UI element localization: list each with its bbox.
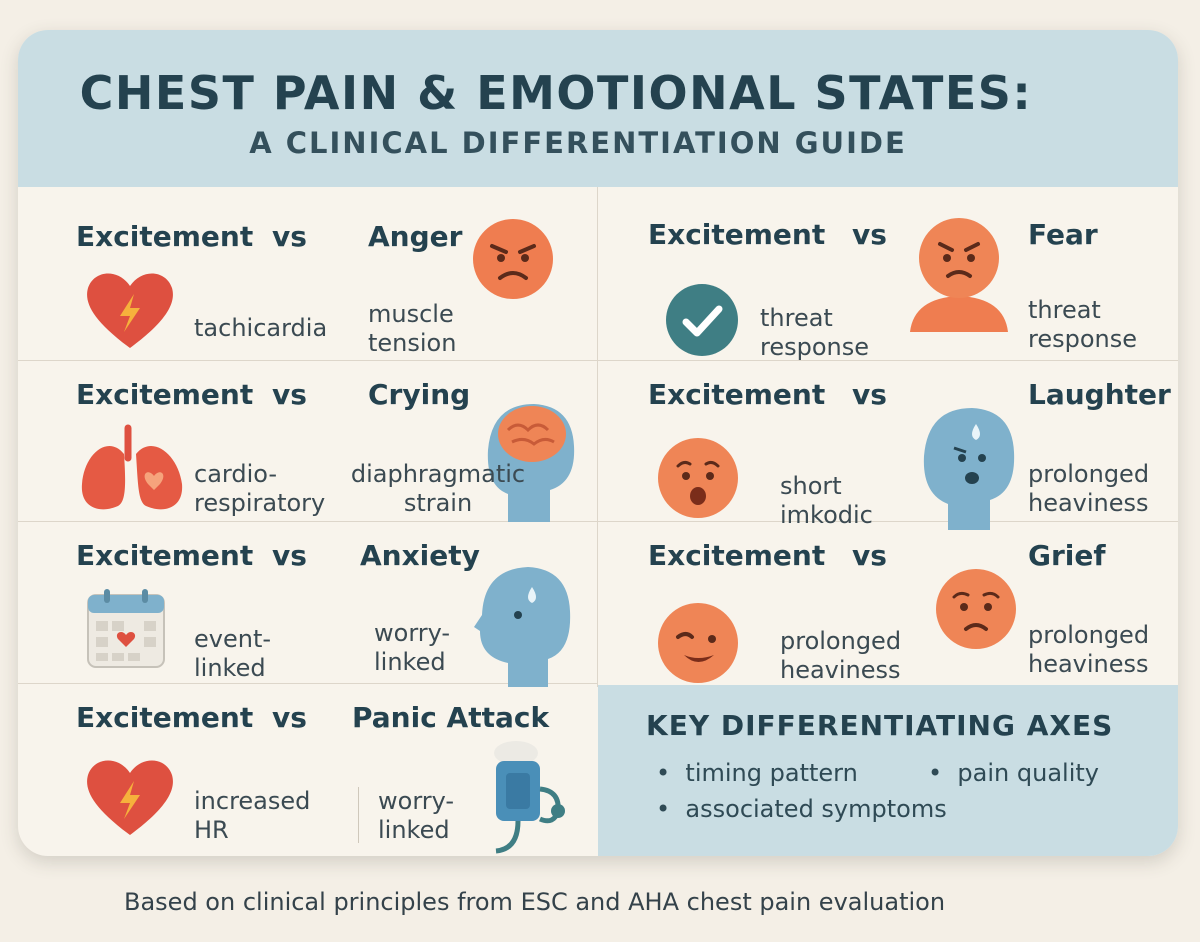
left-label: Excitement bbox=[76, 539, 254, 572]
row-divider bbox=[18, 683, 598, 684]
heart-lightning-icon bbox=[82, 755, 178, 843]
row-divider bbox=[18, 521, 1178, 522]
right-label: Laughter bbox=[1028, 378, 1171, 411]
page-title: CHEST PAIN & EMOTIONAL STATES: bbox=[79, 66, 1033, 120]
sad-face-icon bbox=[934, 567, 1018, 655]
checkmark-icon bbox=[664, 282, 740, 362]
key-axes-panel: KEY DIFFERENTIATING AXES • timing patter… bbox=[598, 685, 1178, 856]
brain-head-icon bbox=[478, 390, 578, 530]
key-axis-text: pain quality bbox=[957, 759, 1099, 787]
left-label: Excitement bbox=[648, 218, 826, 251]
key-axis-item: • timing pattern bbox=[656, 759, 858, 787]
fearful-person-icon bbox=[904, 210, 1014, 338]
comparison-anxiety: Excitement vs Anxiety event-linked worry… bbox=[18, 521, 598, 687]
header-banner: CHEST PAIN & EMOTIONAL STATES: A CLINICA… bbox=[18, 30, 1178, 187]
key-axis-item: • pain quality bbox=[928, 759, 1099, 787]
comparison-laughter: Excitement vs Laughter short imkodic pro… bbox=[598, 360, 1178, 530]
left-description: short imkodic bbox=[780, 472, 873, 529]
left-description: prolonged heaviness bbox=[780, 627, 902, 684]
left-label: Excitement bbox=[76, 701, 254, 734]
left-label: Excitement bbox=[76, 378, 254, 411]
left-description: increased HR bbox=[194, 787, 311, 844]
vs-label: vs bbox=[272, 220, 307, 253]
anxious-head-icon bbox=[474, 559, 574, 693]
right-description: diaphragmatic strain bbox=[350, 460, 526, 517]
key-axes-title: KEY DIFFERENTIATING AXES bbox=[646, 709, 1114, 742]
right-label: Anxiety bbox=[360, 539, 480, 572]
vs-label: vs bbox=[272, 378, 307, 411]
winking-face-icon bbox=[656, 601, 740, 689]
left-label: Excitement bbox=[648, 539, 826, 572]
comparison-grief: Excitement vs Grief prolonged heaviness … bbox=[598, 521, 1178, 684]
vs-label: vs bbox=[852, 218, 887, 251]
right-label: Crying bbox=[368, 378, 471, 411]
vs-label: vs bbox=[852, 539, 887, 572]
comparison-anger: Excitement vs Anger tachicardia muscle t… bbox=[18, 198, 598, 360]
bullet: • bbox=[656, 759, 671, 787]
left-label: Excitement bbox=[648, 378, 826, 411]
comparison-fear: Excitement vs Fear threat response threa… bbox=[598, 198, 1178, 362]
row-divider bbox=[18, 360, 1178, 361]
left-description: tachicardia bbox=[194, 314, 328, 342]
left-description: event-linked bbox=[194, 625, 272, 682]
footer-note: Based on clinical principles from ESC an… bbox=[124, 888, 946, 916]
page-subtitle: A CLINICAL DIFFERENTIATION GUIDE bbox=[249, 126, 907, 160]
right-label: Panic Attack bbox=[352, 701, 550, 734]
infographic-card: CHEST PAIN & EMOTIONAL STATES: A CLINICA… bbox=[18, 30, 1178, 856]
key-axis-item: • associated symptoms bbox=[656, 795, 947, 823]
separator bbox=[358, 787, 359, 843]
left-description: threat response bbox=[760, 304, 870, 361]
lungs-icon bbox=[78, 424, 186, 518]
calendar-heart-icon bbox=[84, 585, 168, 675]
bullet: • bbox=[928, 759, 943, 787]
right-description: prolonged heaviness bbox=[1028, 460, 1150, 517]
angry-face-icon bbox=[470, 216, 556, 306]
heart-lightning-icon bbox=[82, 268, 178, 356]
right-label: Grief bbox=[1028, 539, 1106, 572]
column-divider bbox=[597, 187, 598, 687]
vs-label: vs bbox=[852, 378, 887, 411]
right-description: threat response bbox=[1028, 296, 1138, 353]
right-description: worry-linked bbox=[378, 787, 455, 844]
right-description: prolonged heaviness bbox=[1028, 621, 1150, 678]
right-description: muscle tension bbox=[368, 300, 457, 357]
comparison-panic-attack: Excitement vs Panic Attack increased HR … bbox=[18, 683, 598, 854]
blood-pressure-monitor-icon bbox=[484, 739, 568, 856]
comparison-crying: Excitement vs Crying cardio-respiratory … bbox=[18, 360, 598, 522]
right-label: Fear bbox=[1028, 218, 1098, 251]
left-label: Excitement bbox=[76, 220, 254, 253]
key-axis-text: timing pattern bbox=[685, 759, 858, 787]
sweating-head-icon bbox=[918, 400, 1018, 536]
key-axis-text: associated symptoms bbox=[685, 795, 947, 823]
vs-label: vs bbox=[272, 701, 307, 734]
left-description: cardio-respiratory bbox=[194, 460, 326, 517]
bullet: • bbox=[656, 795, 671, 823]
vs-label: vs bbox=[272, 539, 307, 572]
right-description: worry-linked bbox=[374, 619, 451, 676]
worried-face-icon bbox=[656, 436, 740, 524]
right-label: Anger bbox=[368, 220, 463, 253]
